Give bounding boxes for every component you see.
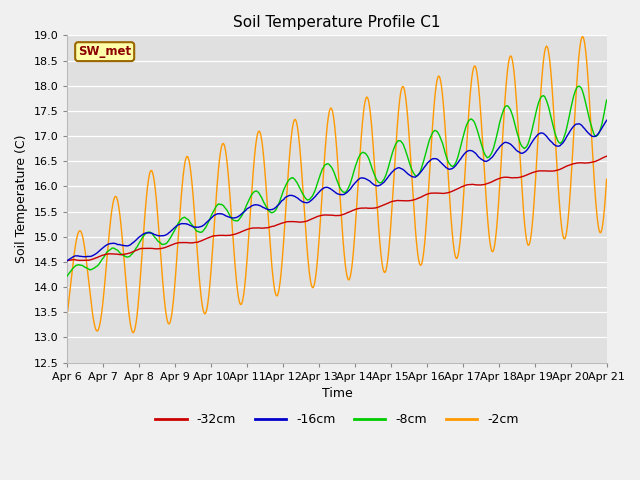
-8cm	[587, 122, 595, 128]
-2cm	[91, 324, 99, 329]
-8cm	[91, 265, 99, 271]
-32cm	[326, 212, 333, 218]
-8cm	[312, 187, 319, 193]
Line: -8cm: -8cm	[67, 86, 607, 276]
-8cm	[603, 97, 611, 103]
-8cm	[63, 273, 71, 279]
X-axis label: Time: Time	[321, 387, 353, 400]
Y-axis label: Soil Temperature (C): Soil Temperature (C)	[15, 135, 28, 263]
-16cm	[587, 132, 595, 138]
-16cm	[326, 185, 333, 191]
Line: -2cm: -2cm	[67, 36, 607, 333]
-16cm	[312, 194, 319, 200]
-2cm	[588, 132, 595, 137]
-2cm	[588, 127, 595, 132]
-32cm	[587, 159, 595, 165]
Legend: -32cm, -16cm, -8cm, -2cm: -32cm, -16cm, -8cm, -2cm	[150, 408, 524, 431]
-2cm	[579, 34, 586, 39]
-32cm	[91, 255, 99, 261]
-2cm	[488, 249, 496, 254]
-16cm	[587, 132, 595, 138]
-16cm	[488, 155, 496, 160]
-2cm	[63, 311, 71, 317]
Line: -16cm: -16cm	[67, 120, 607, 261]
-2cm	[129, 330, 137, 336]
-32cm	[603, 154, 611, 159]
Text: SW_met: SW_met	[78, 45, 131, 58]
-32cm	[488, 179, 496, 185]
-8cm	[488, 150, 496, 156]
Line: -32cm: -32cm	[67, 156, 607, 261]
Title: Soil Temperature Profile C1: Soil Temperature Profile C1	[233, 15, 441, 30]
-16cm	[91, 252, 99, 257]
-32cm	[587, 159, 595, 165]
-32cm	[63, 258, 71, 264]
-16cm	[603, 118, 611, 123]
-8cm	[326, 162, 333, 168]
-32cm	[312, 215, 319, 220]
-8cm	[575, 83, 583, 89]
-2cm	[326, 107, 333, 113]
-16cm	[63, 258, 71, 264]
-2cm	[312, 275, 319, 281]
-2cm	[603, 176, 611, 182]
-8cm	[588, 122, 595, 128]
